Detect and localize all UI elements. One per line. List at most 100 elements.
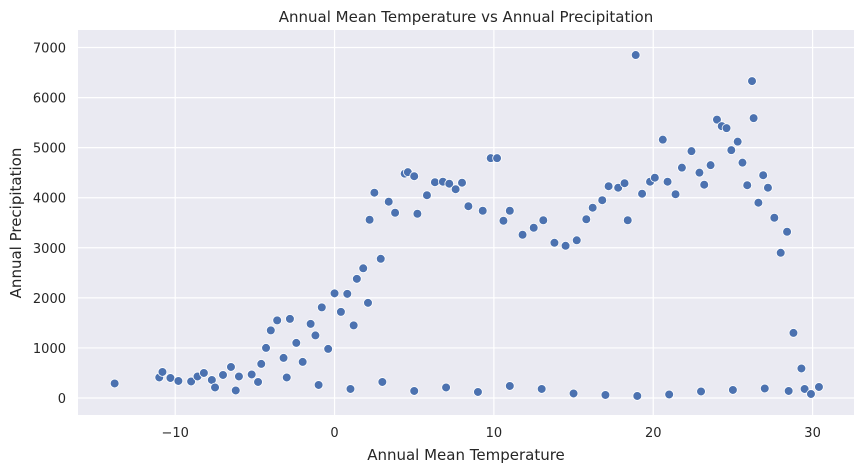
data-point	[619, 178, 630, 188]
data-point	[699, 179, 710, 190]
data-point	[377, 377, 388, 387]
data-point	[806, 389, 816, 399]
data-point	[266, 325, 276, 336]
data-point	[329, 288, 340, 299]
data-point	[814, 382, 824, 392]
data-point	[742, 180, 753, 191]
data-point	[444, 178, 455, 189]
data-point	[430, 177, 440, 187]
data-point	[253, 377, 263, 387]
data-point	[796, 363, 807, 374]
data-point	[769, 212, 780, 223]
data-point	[603, 181, 614, 192]
data-point	[256, 359, 267, 369]
data-point	[696, 386, 706, 397]
y-tick-label: 0	[58, 392, 66, 407]
data-point	[363, 298, 373, 308]
data-point	[568, 388, 579, 399]
data-point	[728, 385, 738, 395]
data-point	[498, 215, 509, 226]
data-points	[109, 50, 824, 401]
data-point	[732, 136, 743, 147]
data-point	[597, 195, 608, 206]
y-tick-label: 4000	[33, 192, 66, 207]
x-tick-label: −10	[161, 426, 188, 441]
data-point	[199, 368, 209, 378]
data-point	[412, 208, 423, 219]
x-axis-label: Annual Mean Temperature	[367, 446, 565, 464]
data-point	[528, 222, 539, 233]
data-point	[369, 187, 380, 198]
y-tick-label: 7000	[33, 42, 66, 57]
data-point	[375, 253, 386, 264]
data-point	[492, 153, 502, 163]
data-point	[664, 389, 674, 400]
data-point	[352, 274, 362, 284]
data-point	[323, 344, 333, 354]
plot-background	[78, 30, 854, 415]
data-point	[721, 123, 732, 133]
data-point	[457, 177, 467, 188]
data-point	[272, 315, 282, 326]
x-tick-label: 10	[486, 426, 503, 441]
data-point	[285, 314, 295, 324]
chart-title: Annual Mean Temperature vs Annual Precip…	[279, 8, 653, 26]
data-point	[477, 205, 488, 216]
data-point	[783, 386, 794, 396]
data-point	[748, 113, 759, 123]
data-point	[782, 226, 792, 237]
y-tick-label: 5000	[33, 142, 66, 157]
data-point	[705, 160, 716, 170]
data-point	[581, 214, 592, 225]
data-point	[505, 205, 515, 216]
data-point	[358, 263, 369, 274]
data-point	[799, 384, 810, 394]
data-point	[297, 357, 308, 367]
data-point	[600, 390, 611, 400]
data-point	[560, 240, 571, 251]
data-point	[278, 353, 289, 363]
data-point	[650, 172, 660, 183]
data-point	[291, 338, 302, 348]
data-point	[571, 235, 582, 246]
data-point	[549, 237, 560, 248]
data-point	[316, 302, 327, 313]
data-point	[230, 385, 241, 396]
grid	[78, 30, 854, 415]
data-point	[536, 384, 547, 394]
x-tick-label: 0	[330, 426, 338, 441]
data-point	[261, 343, 271, 353]
data-point	[450, 184, 461, 195]
data-point	[788, 328, 799, 338]
y-axis-label: Annual Precipitation	[7, 148, 25, 299]
data-point	[622, 215, 633, 226]
data-point	[310, 330, 321, 341]
data-point	[712, 114, 722, 125]
y-tick-label: 1000	[33, 342, 66, 357]
data-point	[747, 76, 757, 86]
data-point	[409, 171, 420, 181]
data-point	[630, 50, 641, 60]
data-point	[157, 367, 168, 377]
y-tick-label: 2000	[33, 292, 66, 307]
data-point	[210, 382, 220, 393]
data-point	[694, 167, 705, 178]
data-point	[409, 386, 420, 396]
data-point	[670, 189, 681, 200]
data-point	[186, 376, 196, 387]
tick-labels: −10 0 10 20 30 0 1000 2000 3000 4000 5000 6000 7000	[33, 42, 821, 441]
data-point	[726, 145, 737, 155]
data-point	[517, 229, 528, 240]
x-tick-label: 30	[804, 426, 821, 441]
data-point	[759, 383, 770, 394]
data-point	[662, 176, 673, 187]
data-point	[538, 215, 549, 226]
data-point	[226, 362, 236, 372]
data-point	[441, 382, 451, 393]
data-point	[305, 319, 316, 329]
data-point	[218, 370, 228, 380]
data-point	[342, 289, 353, 299]
data-point	[632, 391, 643, 401]
data-point	[775, 247, 786, 258]
